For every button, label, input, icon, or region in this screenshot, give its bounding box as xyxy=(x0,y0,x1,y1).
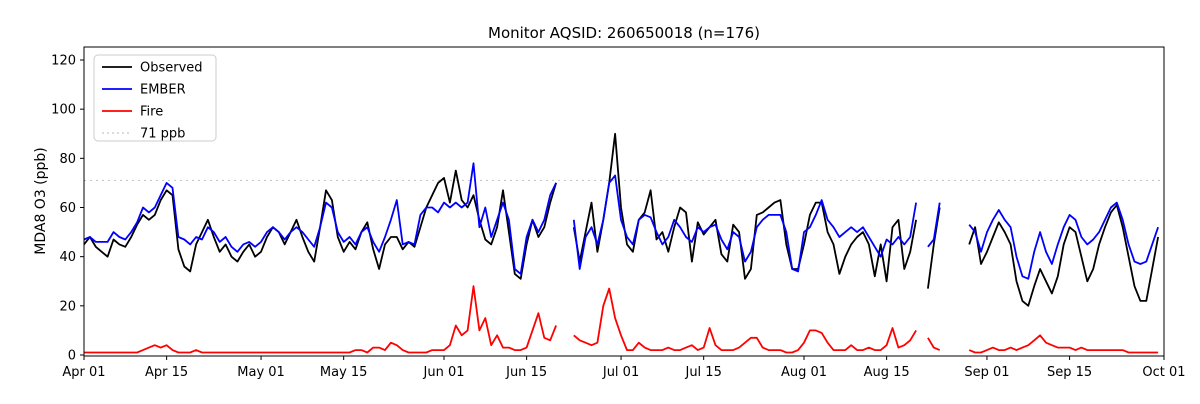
series-line-fire xyxy=(84,285,1159,354)
x-tick-label: Apr 15 xyxy=(145,365,188,380)
legend-label-ember: EMBER xyxy=(140,83,186,98)
series-line-ember xyxy=(83,162,1159,280)
legend: Observed EMBER Fire 71 ppb xyxy=(93,54,217,142)
x-tick-label: Apr 01 xyxy=(62,365,105,380)
legend-box xyxy=(93,54,217,142)
legend-label-fire: Fire xyxy=(140,105,163,120)
y-tick-label: 120 xyxy=(51,54,76,69)
x-tick-label: Sep 15 xyxy=(1047,365,1092,380)
y-tick-label: 40 xyxy=(59,250,76,265)
x-tick-label: May 01 xyxy=(237,365,285,380)
x-tick-label: Jun 15 xyxy=(505,365,547,380)
x-tick-label: Jul 01 xyxy=(602,365,639,380)
y-tick-label: 0 xyxy=(68,349,76,364)
y-tick-label: 20 xyxy=(59,299,76,314)
chart-title: Monitor AQSID: 260650018 (n=176) xyxy=(488,24,760,42)
x-tick-label: Sep 01 xyxy=(964,365,1009,380)
x-tick-label: Aug 15 xyxy=(864,365,910,380)
x-tick-label: Jul 15 xyxy=(684,365,721,380)
x-tick-label: Oct 01 xyxy=(1142,365,1185,380)
x-tick-label: May 15 xyxy=(320,365,368,380)
legend-label-observed: Observed xyxy=(140,61,203,76)
y-axis-label: MDA8 O3 (ppb) xyxy=(33,147,49,255)
y-tick-label: 60 xyxy=(59,201,76,216)
y-tick-label: 80 xyxy=(59,152,76,167)
axes-frame xyxy=(83,46,1165,357)
legend-label-threshold: 71 ppb xyxy=(140,127,185,142)
y-tick-label: 100 xyxy=(51,103,76,118)
x-tick-label: Aug 01 xyxy=(781,365,827,380)
plot-area: 0 20 40 60 80 100 120 Apr 01 Apr 15 May 01 May 15 J… xyxy=(51,54,1185,381)
x-tick-label: Jun 01 xyxy=(423,365,465,380)
